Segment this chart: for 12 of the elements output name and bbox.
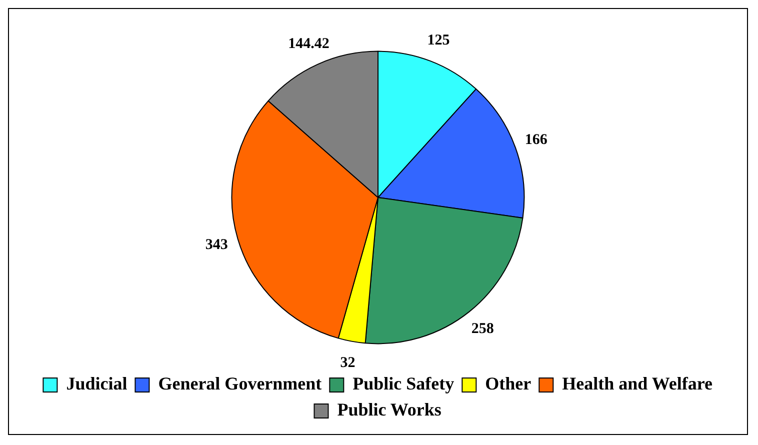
legend-label: Public Safety <box>352 374 454 394</box>
legend-label: Judicial <box>66 374 128 394</box>
data-label: 166 <box>524 132 548 148</box>
legend-label: Other <box>485 374 532 394</box>
legend-label: Public Works <box>337 400 442 420</box>
data-label: 125 <box>427 32 450 48</box>
data-label: 343 <box>205 237 228 253</box>
legend-label: Health and Welfare <box>562 374 712 394</box>
data-label: 144.42 <box>288 36 330 52</box>
data-label: 32 <box>340 354 356 371</box>
legend-label: General Government <box>158 374 322 394</box>
data-label: 258 <box>471 321 494 338</box>
